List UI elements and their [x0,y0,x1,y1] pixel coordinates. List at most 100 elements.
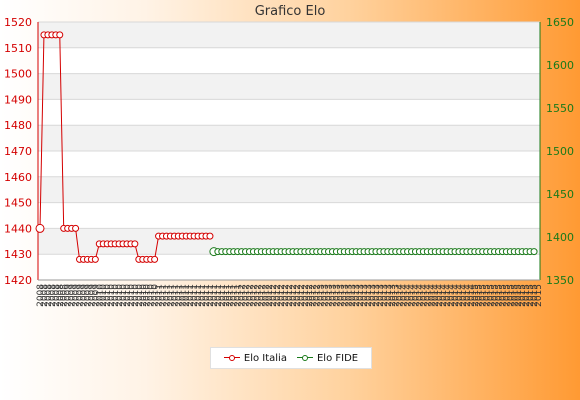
x-tick-label: 2015 [518,284,528,307]
x-tick-label: 2013 [328,284,338,307]
x-tick-label: 2011 [186,284,196,307]
x-tick-label: 2009 [91,284,101,307]
x-tick-label: 2015 [514,284,524,307]
grid-band [38,176,540,203]
x-tick-label: 2012 [301,284,311,307]
legend-item-fide[interactable]: Elo FIDE [296,352,359,364]
x-tick-label: 2013 [392,284,402,307]
x-tick-label: 2011 [162,284,172,307]
data-point [530,248,538,256]
x-tick-label: 2014 [419,284,429,307]
x-tick-label: 2012 [309,284,319,307]
x-tick-label: 2014 [427,284,437,307]
x-tick-label: 2011 [206,284,216,307]
x-tick-label: 2015 [522,284,532,307]
x-tick-label: 2011 [170,284,180,307]
x-tick-label: 2013 [321,284,331,307]
y-left-tick-label: 1480 [4,119,32,132]
x-tick-label: 2010 [151,284,161,307]
x-tick-label: 2012 [305,284,315,307]
x-tick-label: 2010 [143,284,153,307]
grid-band [38,47,540,74]
grid-band [38,151,540,177]
x-tick-label: 2012 [297,284,307,307]
x-tick-label: 2012 [238,284,248,307]
y-left-tick-label: 1490 [4,93,32,106]
x-tick-label: 2012 [281,284,291,307]
x-tick-label: 2014 [411,284,421,307]
grid-band [38,99,540,126]
y-left-tick-label: 1450 [4,197,32,210]
x-tick-label: 2011 [190,284,200,307]
x-tick-label: 2015 [479,284,489,307]
x-tick-label: 2014 [400,284,410,307]
x-tick-label: 2013 [344,284,354,307]
x-tick-label: 2010 [119,284,129,307]
data-point [151,255,159,263]
x-tick-label: 2015 [534,284,544,307]
x-tick-label: 2015 [510,284,520,307]
x-tick-label: 2014 [439,284,449,307]
x-tick-label: 2011 [155,284,165,307]
y-right-tick-label: 1550 [546,102,574,115]
chart-title: Grafico Elo [254,4,326,19]
x-tick-label: 2013 [325,284,335,307]
x-tick-label: 2008 [40,284,50,307]
legend-label-fide: Elo FIDE [316,352,359,364]
x-tick-label: 2008 [56,284,66,307]
x-tick-label: 2013 [340,284,350,307]
x-tick-label: 2015 [498,284,508,307]
x-tick-label: 2013 [360,284,370,307]
x-tick-label: 2013 [317,284,327,307]
x-tick-label: 2015 [483,284,493,307]
x-tick-label: 2015 [530,284,540,307]
x-tick-label: 2011 [174,284,184,307]
grid-band [38,125,540,151]
x-tick-label: 2010 [95,284,105,307]
x-tick-label: 2012 [265,284,275,307]
x-tick-label: 2012 [273,284,283,307]
x-tick-label: 2009 [76,284,86,307]
x-tick-label: 2008 [44,284,54,307]
x-tick-label: 2010 [107,284,117,307]
x-tick-label: 2015 [494,284,504,307]
x-tick-label: 2014 [396,284,406,307]
x-tick-label: 2008 [52,284,62,307]
x-tick-label: 2014 [415,284,425,307]
x-tick-label: 2013 [352,284,362,307]
x-tick-label: 2012 [285,284,295,307]
x-tick-label: 2010 [111,284,121,307]
x-tick-label: 2014 [451,284,461,307]
legend-item-italia[interactable]: Elo Italia [223,353,287,364]
x-tick-label: 2012 [261,284,271,307]
x-tick-label: 2010 [131,284,141,307]
y-right-tick-label: 1400 [546,231,574,244]
x-tick-label: 2013 [356,284,366,307]
grid-band [38,202,540,229]
x-tick-label: 2014 [431,284,441,307]
x-tick-label: 2013 [332,284,342,307]
x-tick-label: 2014 [408,284,418,307]
y-right-tick-label: 1650 [546,16,574,29]
x-tick-label: 2010 [147,284,157,307]
x-tick-label: 2012 [293,284,303,307]
x-tick-label: 2012 [277,284,287,307]
x-tick-label: 2011 [178,284,188,307]
x-tick-label: 2014 [455,284,465,307]
x-tick-label: 2009 [72,284,82,307]
x-tick-label: 2011 [234,284,244,307]
x-tick-label: 2012 [289,284,299,307]
data-point [91,255,99,263]
x-tick-label: 2013 [372,284,382,307]
data-point [56,31,64,39]
x-tick-label: 2009 [68,284,78,307]
y-right-tick-label: 1350 [546,274,574,287]
y-left-tick-label: 1430 [4,248,32,261]
y-left-tick-label: 1510 [4,42,32,55]
x-tick-label: 2011 [159,284,169,307]
x-tick-label: 2015 [487,284,497,307]
y-left-tick-label: 1520 [4,16,32,29]
x-tick-label: 2014 [463,284,473,307]
